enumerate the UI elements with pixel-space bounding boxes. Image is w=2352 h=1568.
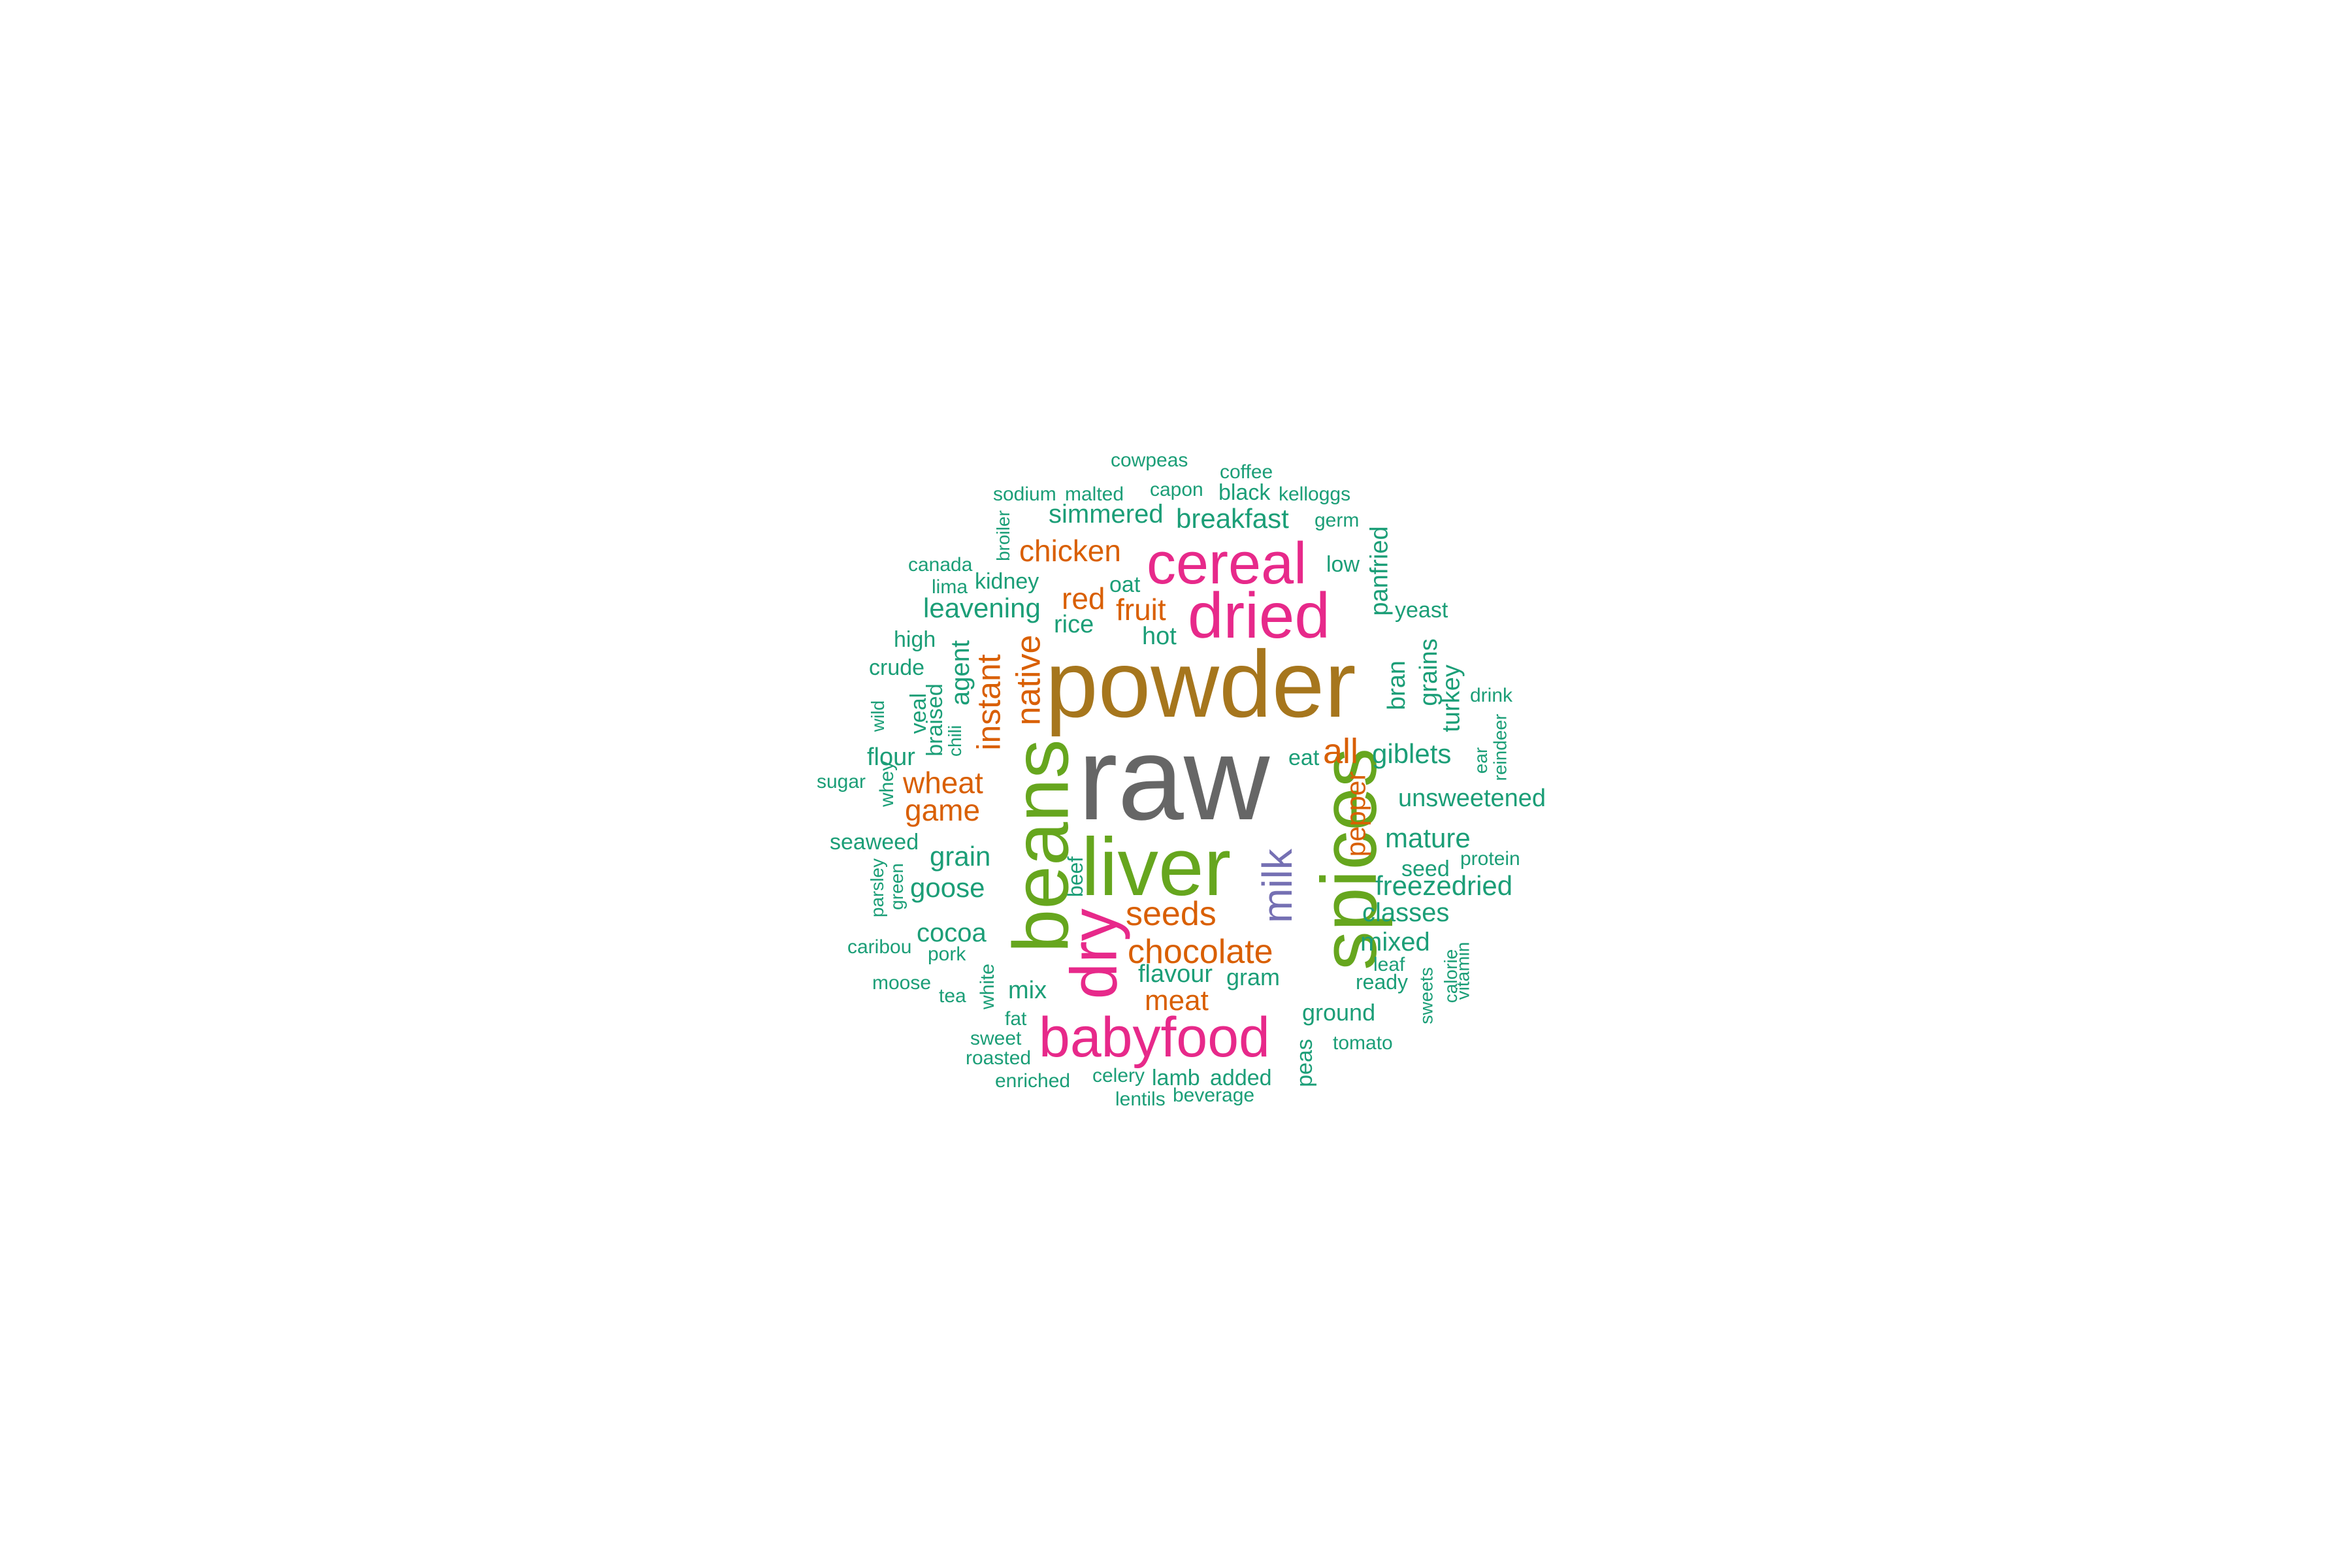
word-ground: ground bbox=[1302, 999, 1376, 1026]
word-vitamin: vitamin bbox=[1452, 941, 1473, 1000]
word-tea: tea bbox=[939, 985, 966, 1007]
word-whey: whey bbox=[876, 760, 898, 808]
word-high: high bbox=[894, 627, 936, 652]
word-dry: dry bbox=[1057, 908, 1131, 1000]
word-parsley: parsley bbox=[867, 858, 888, 918]
word-yeast: yeast bbox=[1395, 598, 1448, 623]
word-sugar: sugar bbox=[817, 771, 866, 792]
word-chili: chili bbox=[945, 725, 966, 757]
word-agent: agent bbox=[946, 640, 975, 706]
word-game: game bbox=[905, 793, 981, 827]
word-germ: germ bbox=[1315, 510, 1360, 531]
word-pork: pork bbox=[928, 943, 966, 965]
word-simmered: simmered bbox=[1049, 500, 1164, 529]
word-sodium: sodium bbox=[993, 483, 1056, 505]
word-powder: powder bbox=[1045, 631, 1356, 737]
word-red: red bbox=[1062, 581, 1105, 615]
word-breakfast: breakfast bbox=[1176, 503, 1289, 534]
word-low: low bbox=[1326, 552, 1360, 577]
word-giblets: giblets bbox=[1372, 738, 1452, 769]
word-chicken: chicken bbox=[1019, 534, 1121, 568]
word-babyfood: babyfood bbox=[1039, 1006, 1270, 1069]
word-reindeer: reindeer bbox=[1490, 713, 1511, 781]
word-seeds: seeds bbox=[1126, 895, 1217, 933]
word-pepper: pepper bbox=[1340, 771, 1371, 857]
word-lamb: lamb bbox=[1152, 1066, 1200, 1090]
word-ready: ready bbox=[1356, 970, 1409, 994]
word-all: all bbox=[1323, 732, 1359, 771]
word-white: white bbox=[977, 963, 999, 1010]
word-freezedried: freezedried bbox=[1375, 870, 1513, 901]
word-braised: braised bbox=[922, 683, 947, 757]
word-fat: fat bbox=[1005, 1008, 1027, 1030]
word-meat: meat bbox=[1145, 985, 1209, 1017]
word-green: green bbox=[886, 863, 907, 910]
word-beverage: beverage bbox=[1173, 1085, 1255, 1106]
word-chocolate: chocolate bbox=[1128, 933, 1273, 971]
word-crude: crude bbox=[869, 655, 925, 680]
word-bran: bran bbox=[1383, 660, 1411, 711]
word-native: native bbox=[1009, 634, 1048, 726]
word-seed: seed bbox=[1401, 857, 1450, 881]
word-oat: oat bbox=[1109, 572, 1141, 597]
word-mixed: mixed bbox=[1360, 928, 1430, 956]
word-fruit: fruit bbox=[1116, 593, 1166, 627]
word-enriched: enriched bbox=[995, 1070, 1071, 1092]
word-raw: raw bbox=[1078, 711, 1270, 845]
word-leavening: leavening bbox=[923, 593, 1041, 623]
word-leaf: leaf bbox=[1373, 954, 1405, 975]
word-lentils: lentils bbox=[1115, 1088, 1166, 1110]
word-drink: drink bbox=[1470, 685, 1513, 706]
word-dried: dried bbox=[1188, 580, 1330, 651]
word-rice: rice bbox=[1054, 611, 1094, 638]
word-gram: gram bbox=[1226, 964, 1281, 990]
word-ear: ear bbox=[1471, 747, 1492, 774]
word-wild: wild bbox=[868, 700, 889, 732]
word-milk: milk bbox=[1253, 849, 1301, 923]
word-kelloggs: kelloggs bbox=[1279, 483, 1351, 505]
word-moose: moose bbox=[872, 972, 932, 994]
word-seaweed: seaweed bbox=[830, 830, 919, 855]
word-mix: mix bbox=[1008, 977, 1047, 1004]
word-goose: goose bbox=[910, 872, 985, 903]
word-panfried: panfried bbox=[1365, 526, 1394, 616]
word-peas: peas bbox=[1292, 1039, 1317, 1087]
word-malted: malted bbox=[1065, 483, 1124, 505]
word-capon: capon bbox=[1150, 479, 1203, 500]
word-canada: canada bbox=[908, 554, 973, 576]
word-broiler: broiler bbox=[992, 510, 1013, 561]
word-liver: liver bbox=[1081, 822, 1232, 913]
word-caribou: caribou bbox=[847, 936, 912, 958]
word-beef: beef bbox=[1064, 856, 1088, 898]
word-classes: classes bbox=[1362, 898, 1450, 927]
word-turkey: turkey bbox=[1437, 664, 1465, 732]
word-tomato: tomato bbox=[1333, 1032, 1393, 1054]
word-kidney: kidney bbox=[975, 569, 1039, 594]
word-coffee: coffee bbox=[1220, 461, 1273, 483]
word-mature: mature bbox=[1385, 823, 1471, 853]
word-sweets: sweets bbox=[1416, 967, 1437, 1024]
word-grain: grain bbox=[930, 841, 991, 872]
word-celery: celery bbox=[1092, 1065, 1145, 1086]
word-added: added bbox=[1210, 1066, 1272, 1090]
word-unsweetened: unsweetened bbox=[1398, 785, 1546, 812]
word-flavour: flavour bbox=[1138, 960, 1213, 988]
word-roasted: roasted bbox=[966, 1047, 1032, 1069]
word-wheat: wheat bbox=[903, 766, 983, 800]
word-flour: flour bbox=[867, 743, 915, 771]
word-eat: eat bbox=[1288, 745, 1320, 770]
word-sweet: sweet bbox=[970, 1028, 1022, 1049]
word-cocoa: cocoa bbox=[917, 919, 987, 947]
word-protein: protein bbox=[1460, 848, 1520, 870]
word-black: black bbox=[1218, 480, 1271, 505]
word-instant: instant bbox=[970, 654, 1007, 751]
word-lima: lima bbox=[932, 576, 968, 598]
word-cereal: cereal bbox=[1147, 531, 1307, 596]
word-hot: hot bbox=[1142, 623, 1177, 650]
word-cowpeas: cowpeas bbox=[1111, 449, 1188, 471]
